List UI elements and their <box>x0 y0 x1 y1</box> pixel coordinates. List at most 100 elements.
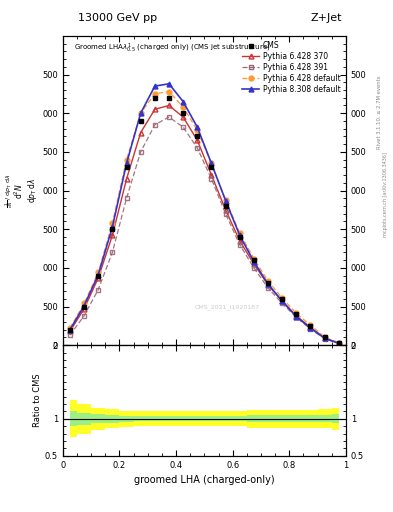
Pythia 6.428 default <box>138 110 143 116</box>
Pythia 6.428 391 <box>252 265 256 271</box>
CMS <box>294 311 299 317</box>
Pythia 6.428 370 <box>237 238 242 244</box>
CMS <box>209 164 214 170</box>
Pythia 6.428 default <box>124 157 129 163</box>
Text: mcplots.cern.ch [arXiv:1306.3436]: mcplots.cern.ch [arXiv:1306.3436] <box>384 152 388 237</box>
Pythia 6.428 default <box>336 339 341 346</box>
CMS <box>96 272 101 279</box>
Pythia 6.428 default <box>322 334 327 340</box>
Text: $\frac{1}{\mathrm{d}N}$ / $\mathrm{d}p_\mathrm{T}$ $\mathrm{d}\lambda$: $\frac{1}{\mathrm{d}N}$ / $\mathrm{d}p_\… <box>3 173 15 208</box>
Pythia 8.308 default <box>280 298 285 304</box>
Pythia 8.308 default <box>138 110 143 116</box>
Pythia 6.428 default <box>308 322 313 328</box>
Pythia 6.428 default <box>223 197 228 203</box>
Line: Pythia 8.308 default: Pythia 8.308 default <box>68 81 341 346</box>
Pythia 6.428 370 <box>138 130 143 136</box>
Text: Rivet 3.1.10, ≥ 2.7M events: Rivet 3.1.10, ≥ 2.7M events <box>377 76 382 150</box>
Line: Pythia 6.428 default: Pythia 6.428 default <box>68 89 341 345</box>
Y-axis label: $\mathrm{d}^2N$
$\mathrm{d}p_{\mathrm{T}}\,\mathrm{d}\lambda$: $\mathrm{d}^2N$ $\mathrm{d}p_{\mathrm{T}… <box>12 178 39 203</box>
CMS <box>223 203 228 209</box>
Pythia 6.428 391 <box>138 149 143 155</box>
Line: Pythia 6.428 370: Pythia 6.428 370 <box>68 103 341 346</box>
Pythia 6.428 370 <box>181 114 185 120</box>
Pythia 6.428 default <box>181 104 185 110</box>
Pythia 6.428 370 <box>266 282 270 288</box>
Pythia 8.308 default <box>82 303 86 309</box>
Line: Pythia 6.428 391: Pythia 6.428 391 <box>68 115 341 346</box>
Pythia 6.428 391 <box>322 335 327 342</box>
Pythia 6.428 default <box>82 301 86 307</box>
CMS <box>82 304 86 310</box>
Pythia 6.428 391 <box>209 176 214 182</box>
Pythia 6.428 default <box>237 230 242 236</box>
Pythia 8.308 default <box>124 160 129 166</box>
Pythia 8.308 default <box>322 335 327 342</box>
Pythia 8.308 default <box>266 281 270 287</box>
Pythia 6.428 default <box>167 89 171 95</box>
Pythia 6.428 default <box>209 160 214 166</box>
Pythia 6.428 370 <box>252 261 256 267</box>
Pythia 6.428 391 <box>181 124 185 130</box>
CMS <box>124 164 129 170</box>
CMS <box>252 257 256 263</box>
Pythia 6.428 391 <box>294 314 299 321</box>
Pythia 6.428 370 <box>209 172 214 178</box>
Pythia 6.428 default <box>252 255 256 262</box>
Pythia 8.308 default <box>308 325 313 331</box>
Pythia 6.428 default <box>266 278 270 284</box>
CMS <box>152 95 157 101</box>
Pythia 6.428 370 <box>167 102 171 109</box>
Pythia 6.428 391 <box>82 313 86 319</box>
Pythia 6.428 370 <box>82 306 86 312</box>
Text: Z+Jet: Z+Jet <box>310 13 342 23</box>
Pythia 6.428 default <box>68 325 72 331</box>
Pythia 6.428 391 <box>195 145 200 151</box>
Pythia 6.428 370 <box>195 137 200 143</box>
Pythia 8.308 default <box>223 198 228 204</box>
Pythia 6.428 default <box>294 310 299 316</box>
CMS <box>266 280 270 286</box>
CMS <box>237 234 242 240</box>
Pythia 8.308 default <box>96 272 101 278</box>
Pythia 8.308 default <box>252 259 256 265</box>
Pythia 8.308 default <box>167 81 171 87</box>
Pythia 8.308 default <box>110 224 115 230</box>
Pythia 6.428 391 <box>280 301 285 307</box>
Text: Groomed LHA$\lambda^{1}_{0.5}$ (charged only) (CMS jet substructure): Groomed LHA$\lambda^{1}_{0.5}$ (charged … <box>74 42 271 55</box>
CMS <box>322 334 327 340</box>
Pythia 6.428 370 <box>110 232 115 239</box>
CMS <box>308 323 313 329</box>
Pythia 6.428 391 <box>152 122 157 128</box>
CMS <box>280 296 285 302</box>
CMS <box>336 340 341 346</box>
Pythia 6.428 391 <box>96 286 101 292</box>
Pythia 8.308 default <box>237 232 242 239</box>
Pythia 6.428 370 <box>308 324 313 330</box>
Line: CMS: CMS <box>68 95 341 345</box>
X-axis label: groomed LHA (charged-only): groomed LHA (charged-only) <box>134 475 275 485</box>
Pythia 8.308 default <box>294 313 299 319</box>
Pythia 6.428 370 <box>223 207 228 213</box>
Pythia 6.428 370 <box>152 106 157 113</box>
Pythia 6.428 370 <box>96 275 101 281</box>
Pythia 6.428 370 <box>322 335 327 341</box>
Pythia 6.428 default <box>96 269 101 275</box>
Pythia 6.428 391 <box>110 249 115 255</box>
Pythia 6.428 391 <box>336 340 341 347</box>
CMS <box>167 95 171 101</box>
Pythia 6.428 391 <box>124 195 129 201</box>
CMS <box>110 226 115 232</box>
CMS <box>138 118 143 124</box>
Pythia 8.308 default <box>152 83 157 89</box>
Pythia 6.428 370 <box>294 313 299 319</box>
Pythia 8.308 default <box>209 160 214 166</box>
Legend: CMS, Pythia 6.428 370, Pythia 6.428 391, Pythia 6.428 default, Pythia 8.308 defa: CMS, Pythia 6.428 370, Pythia 6.428 391,… <box>241 39 342 95</box>
Pythia 6.428 default <box>152 91 157 97</box>
Pythia 6.428 default <box>195 127 200 133</box>
Pythia 6.428 391 <box>266 285 270 291</box>
Pythia 6.428 370 <box>124 176 129 182</box>
Pythia 6.428 default <box>110 220 115 226</box>
Pythia 6.428 370 <box>336 340 341 346</box>
Pythia 6.428 391 <box>223 210 228 217</box>
Pythia 6.428 default <box>280 295 285 301</box>
